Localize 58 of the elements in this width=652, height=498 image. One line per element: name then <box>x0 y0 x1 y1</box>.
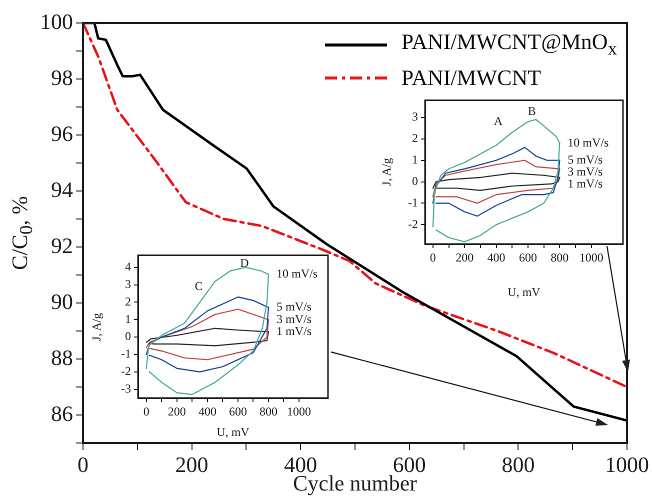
x-tick-label: 0 <box>78 452 88 477</box>
y-tick-label: -1 <box>121 346 131 361</box>
series-label: 5 mV/s <box>276 300 312 314</box>
y-tick-label: 3 <box>412 110 418 124</box>
y-tick-label: 96 <box>51 120 73 146</box>
series-label: 1 mV/s <box>568 176 603 190</box>
x-tick-label: 600 <box>518 250 537 264</box>
x-tick-label: 800 <box>502 452 535 477</box>
y-tick-label: 86 <box>51 400 73 426</box>
series-label: 3 mV/s <box>276 312 312 326</box>
x-axis-title: U, mV <box>216 424 250 439</box>
annotation: B <box>528 104 536 118</box>
y-tick-label: 0 <box>412 174 418 188</box>
y-tick-label: 92 <box>51 232 73 258</box>
x-tick-label: 600 <box>392 452 426 477</box>
x-tick-label: 200 <box>175 452 208 477</box>
x-tick-label: 1000 <box>579 250 604 264</box>
series-label: 3 mV/s <box>568 164 603 178</box>
annotation: A <box>494 114 503 128</box>
y-tick-label: 1 <box>125 312 131 326</box>
y-tick-label: 100 <box>40 8 73 34</box>
y-tick-label: -3 <box>121 381 131 396</box>
x-tick-label: 0 <box>143 404 150 418</box>
y-tick-label: 4 <box>125 260 131 274</box>
y-tick-label: 90 <box>51 288 73 314</box>
y-tick-label: 98 <box>51 64 73 90</box>
y-tick-label: 3 <box>125 276 131 291</box>
x-tick-label: 0 <box>430 250 436 264</box>
x-tick-label: 600 <box>228 404 247 418</box>
x-tick-label: 400 <box>198 404 216 418</box>
series-label: 10 mV/s <box>568 135 609 150</box>
y-axis-title: J, A/g <box>380 158 394 186</box>
y-tick-label: -2 <box>408 216 418 231</box>
x-tick-label: 1000 <box>605 452 649 477</box>
series-label: 10 mV/s <box>276 266 318 281</box>
annotation: D <box>240 256 250 270</box>
x-tick-label: 400 <box>284 452 318 477</box>
y-tick-label: 2 <box>412 130 418 145</box>
legend-label: PANI/MWCNT <box>401 64 542 92</box>
y-axis-title: J, A/g <box>90 312 104 341</box>
x-tick-label: 1000 <box>287 404 312 418</box>
x-tick-label: 200 <box>456 250 474 264</box>
series-label: 5 mV/s <box>568 152 603 166</box>
y-tick-label: -1 <box>408 195 418 210</box>
y-tick-label: 0 <box>125 329 131 344</box>
legend-label: PANI/MWCNT@MnO$_{x}$ <box>401 28 617 60</box>
y-tick-label: -2 <box>121 364 131 378</box>
x-axis-title: U, mV <box>508 284 541 299</box>
x-tick-label: 800 <box>259 404 278 418</box>
annotation: C <box>194 278 203 293</box>
y-tick-label: 88 <box>51 344 73 370</box>
x-tick-label: 400 <box>487 250 506 264</box>
y-tick-label: 94 <box>51 176 73 202</box>
series-label: 1 mV/s <box>276 324 312 338</box>
y-tick-label: 1 <box>412 152 418 166</box>
x-tick-label: 200 <box>168 404 186 418</box>
x-tick-label: 800 <box>550 250 569 264</box>
y-tick-label: 2 <box>125 294 131 308</box>
